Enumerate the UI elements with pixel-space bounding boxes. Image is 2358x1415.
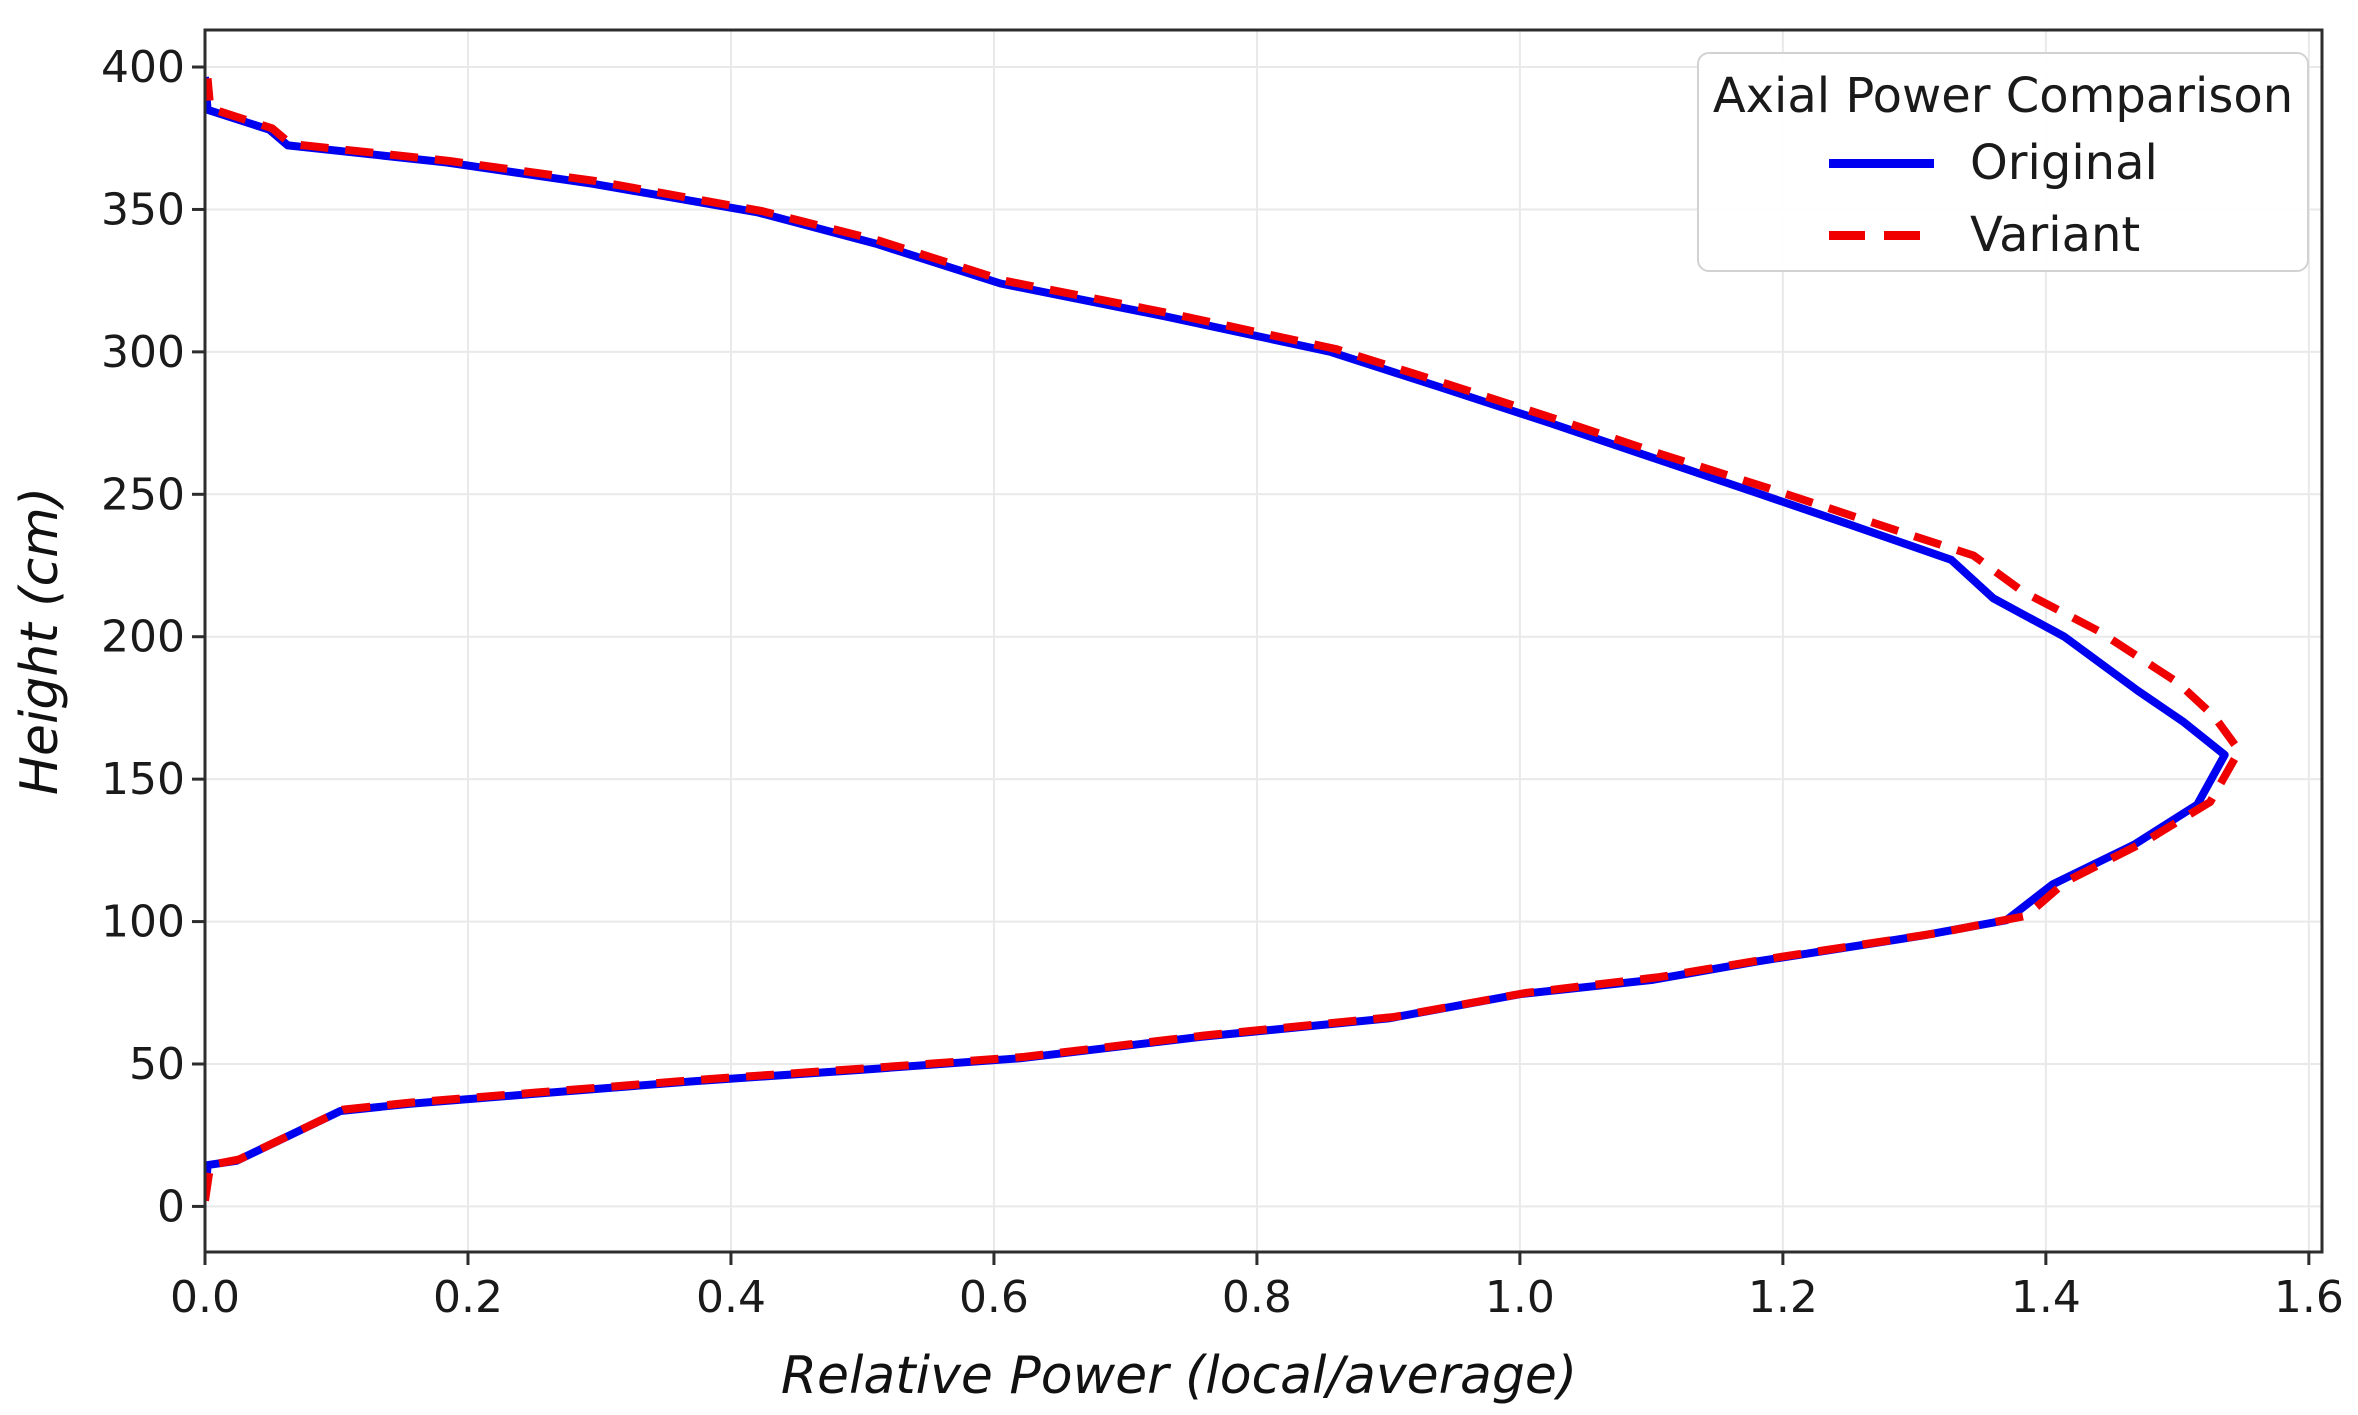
x-tick-label: 1.2	[1748, 1272, 1818, 1323]
x-tick-label: 0.0	[170, 1272, 240, 1323]
x-tick-label: 1.4	[2011, 1272, 2081, 1323]
y-tick-label: 50	[129, 1039, 185, 1090]
legend-line-original-swatch	[1829, 158, 1934, 168]
legend: Axial Power Comparison Original Variant	[1697, 52, 2309, 272]
x-tick-label: 0.2	[433, 1272, 503, 1323]
legend-row-original: Original	[1699, 130, 2307, 196]
y-axis-label: Height (cm)	[10, 486, 70, 796]
x-tick-label: 1.0	[1485, 1272, 1555, 1323]
y-tick-label: 200	[101, 612, 185, 663]
x-tick-label: 0.8	[1222, 1272, 1292, 1323]
y-tick-label: 400	[101, 42, 185, 93]
x-tick-label: 0.4	[696, 1272, 766, 1323]
y-tick-label: 350	[101, 184, 185, 235]
y-tick-label: 150	[101, 754, 185, 805]
legend-label-original: Original	[1970, 135, 2158, 191]
legend-line-variant-swatch	[1829, 230, 1934, 240]
legend-label-variant: Variant	[1970, 207, 2141, 263]
legend-row-variant: Variant	[1699, 202, 2307, 268]
x-axis-label: Relative Power (local/average)	[780, 1346, 1578, 1406]
x-tick-label: 1.6	[2274, 1272, 2344, 1323]
y-tick-label: 100	[101, 897, 185, 948]
y-tick-label: 250	[101, 469, 185, 520]
y-tick-label: 300	[101, 327, 185, 378]
x-tick-label: 0.6	[959, 1272, 1029, 1323]
series-line-variant	[205, 78, 2244, 1202]
y-tick-label: 0	[157, 1181, 185, 1232]
legend-title: Axial Power Comparison	[1712, 68, 2294, 124]
